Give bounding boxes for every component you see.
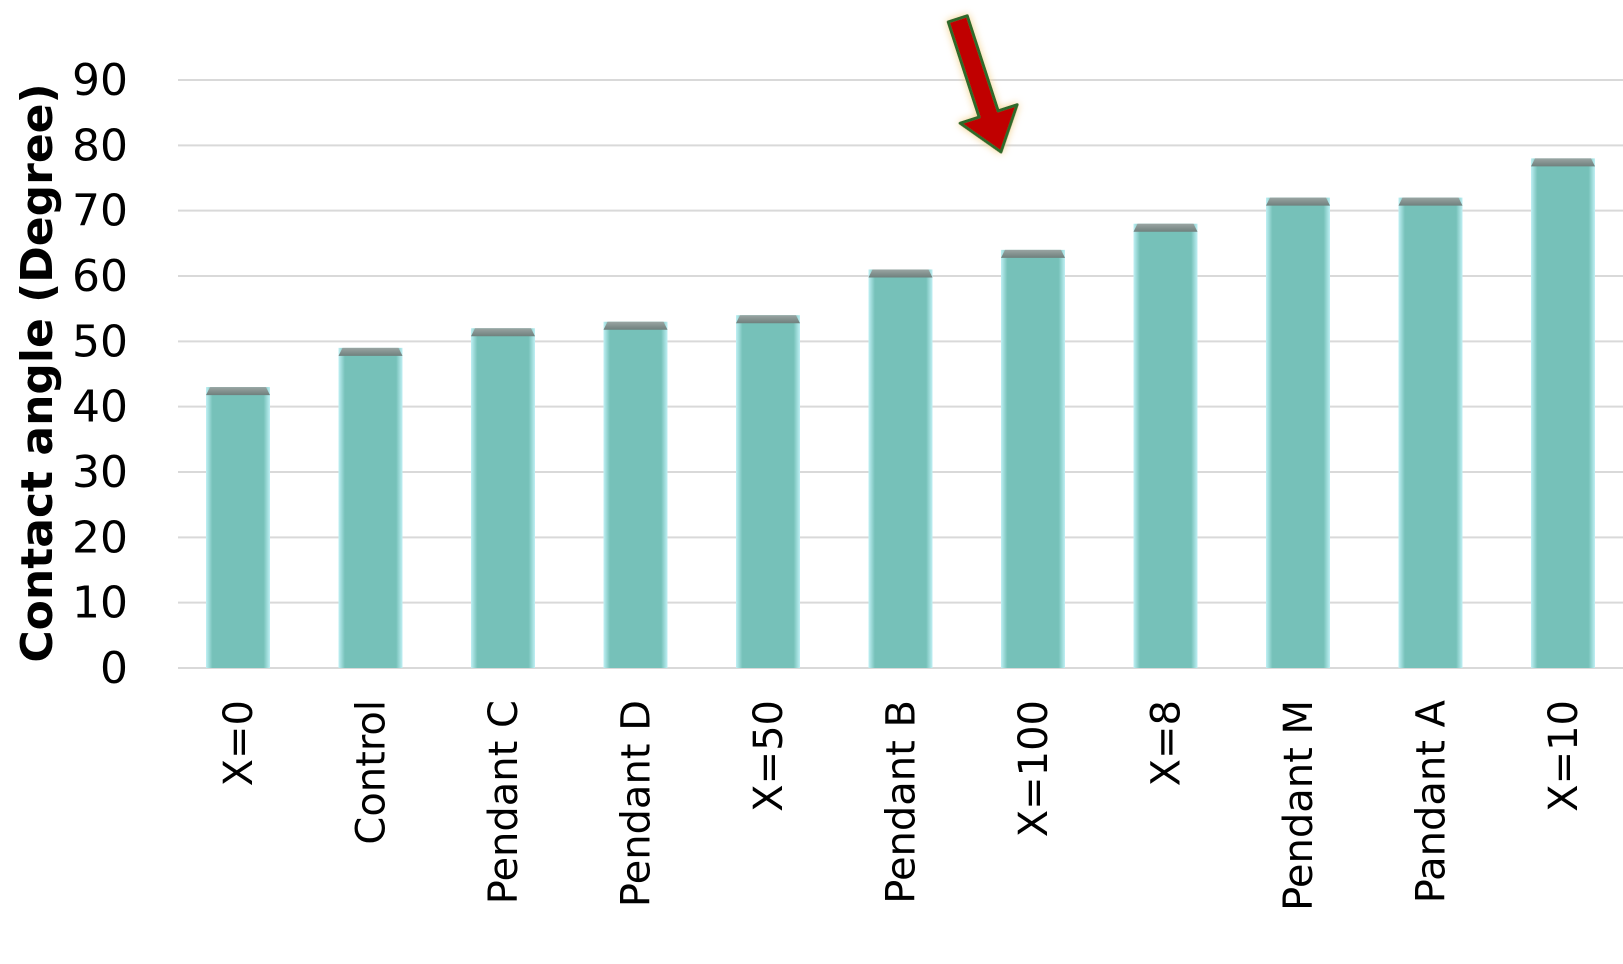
red-down-arrow-icon [946,14,1019,154]
bar-top-cap [1001,249,1065,258]
bar-body [338,347,403,668]
bar-body [868,269,933,668]
x-category-label: X=100 [1011,700,1057,837]
bar-top-cap [736,315,800,324]
x-category-label: X=0 [216,700,262,786]
bar [1133,223,1198,668]
bar-body [1001,249,1065,668]
y-tick-label: 90 [72,55,128,106]
bar-top-cap [603,321,668,330]
y-tick-label: 50 [72,316,128,367]
x-category-label: Pendant C [481,700,527,904]
y-tick-label: 20 [72,512,128,563]
y-axis-title: Contact angle (Degree) [12,83,63,662]
bar-top-cap [471,328,535,337]
bar-top-cap [1398,197,1463,206]
x-category-label: Pandant A [1409,699,1455,903]
bar-body [1133,223,1198,668]
bar-body [206,387,270,668]
bar-body [1398,197,1463,668]
bar [603,321,668,668]
y-tick-label: 80 [72,120,128,171]
bar [868,269,933,668]
y-tick-label: 40 [72,382,128,433]
x-category-label: Pendant B [879,700,925,904]
bar [736,315,800,668]
x-category-label: X=8 [1144,700,1190,786]
bar-body [471,328,535,668]
bar-body [1531,158,1595,668]
bar [1001,249,1065,668]
bar-body [603,321,668,668]
bars [206,158,1595,668]
bar-top-cap [206,387,270,396]
bar-top-cap [1531,158,1595,167]
bar [1266,197,1330,668]
x-category-label: X=50 [746,700,792,812]
bar-top-cap [868,269,933,278]
y-tick-label: 60 [72,251,128,302]
y-axis-tick-labels: 0 10 20 30 40 50 60 70 80 90 [72,55,128,694]
bar-top-cap [338,347,403,356]
y-tick-label: 70 [72,186,128,237]
x-category-label: Control [349,700,395,845]
annotation-arrow [946,14,1019,154]
bar-body [1266,197,1330,668]
bar-body [736,315,800,668]
bar [471,328,535,668]
y-tick-label: 10 [72,578,128,629]
y-tick-label: 30 [72,447,128,498]
bar [1531,158,1595,668]
x-axis-category-labels: X=0 Control Pendant C Pendant D X=50 Pendant … [216,699,1587,910]
x-category-label: X=10 [1541,700,1587,812]
bar [1398,197,1463,668]
bar [206,387,270,668]
x-category-label: Pendant M [1276,700,1322,911]
x-category-label: Pendant D [614,700,660,907]
bar-top-cap [1266,197,1330,206]
bar [338,347,403,668]
bar-top-cap [1133,223,1198,232]
y-tick-label: 0 [100,643,128,694]
